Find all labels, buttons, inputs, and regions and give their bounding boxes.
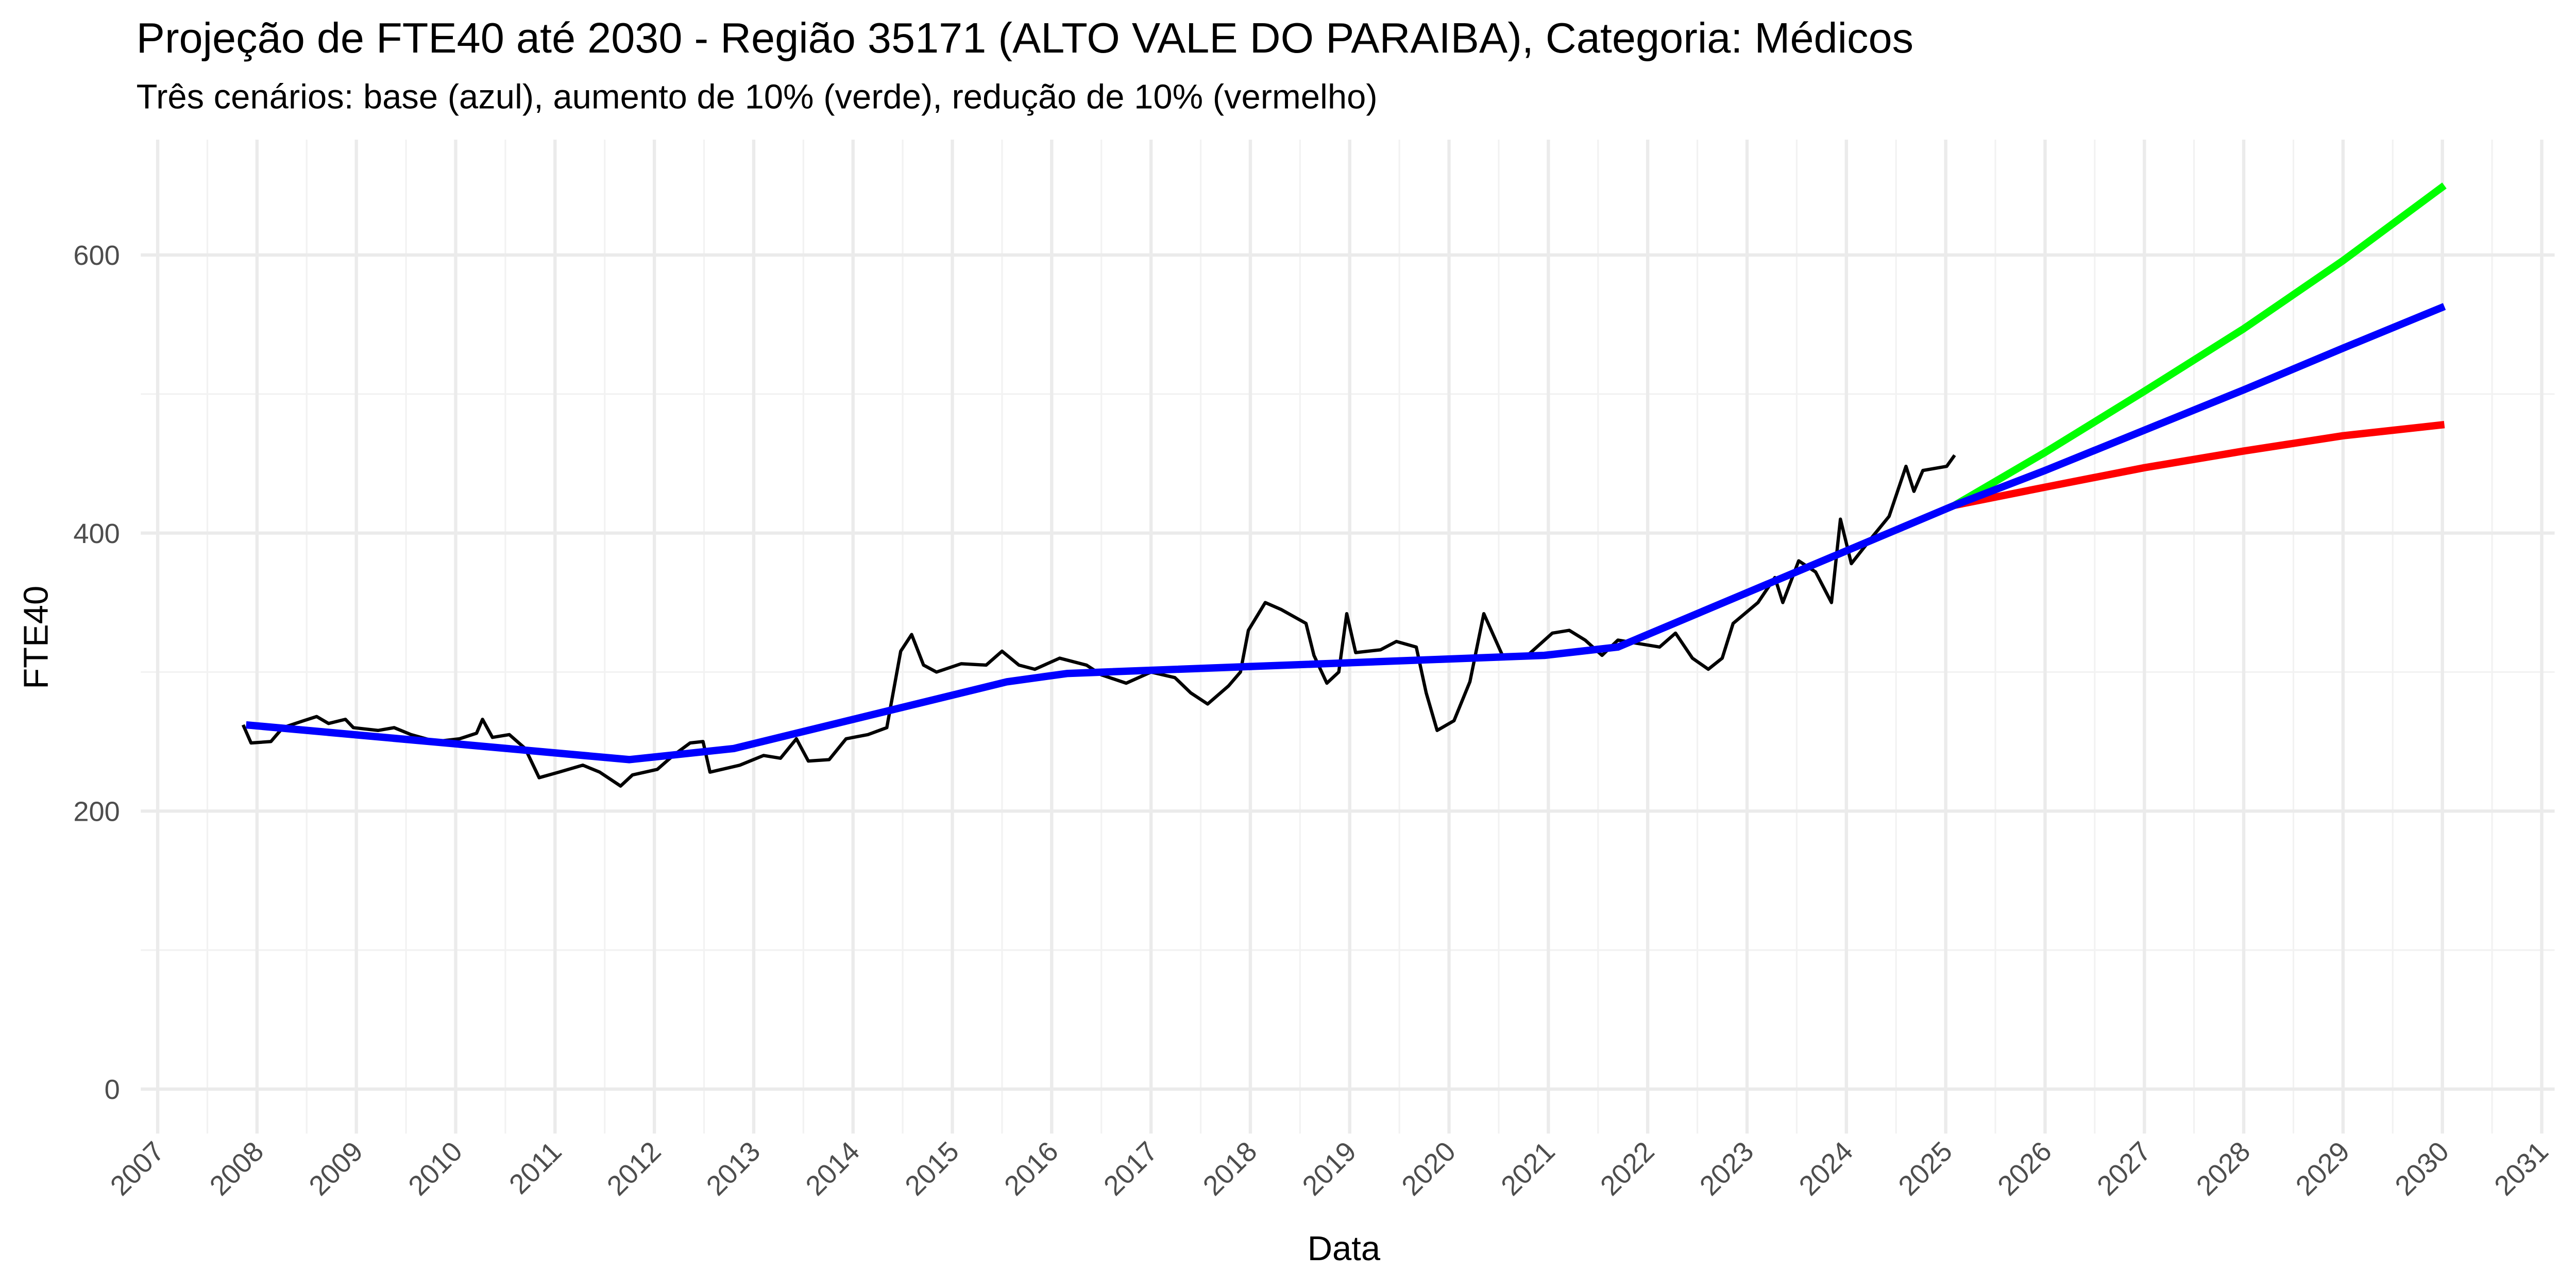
chart-subtitle: Três cenários: base (azul), aumento de 1… [137, 77, 1378, 116]
series-line [245, 502, 1956, 764]
series-line [1953, 303, 2446, 509]
series-line [1953, 182, 2447, 509]
grid [141, 140, 2555, 1134]
y-axis-title: FTE40 [16, 586, 55, 689]
y-tick-label: 600 [73, 240, 120, 271]
y-tick-label: 400 [73, 518, 120, 549]
x-axis-title: Data [1308, 1229, 1381, 1268]
series-line [1954, 421, 2445, 509]
y-tick-label: 200 [73, 796, 120, 827]
y-tick-label: 0 [105, 1074, 120, 1105]
plot-area [241, 182, 2447, 788]
chart-title: Projeção de FTE40 até 2030 - Região 3517… [137, 14, 1913, 62]
series-line [241, 454, 1956, 788]
